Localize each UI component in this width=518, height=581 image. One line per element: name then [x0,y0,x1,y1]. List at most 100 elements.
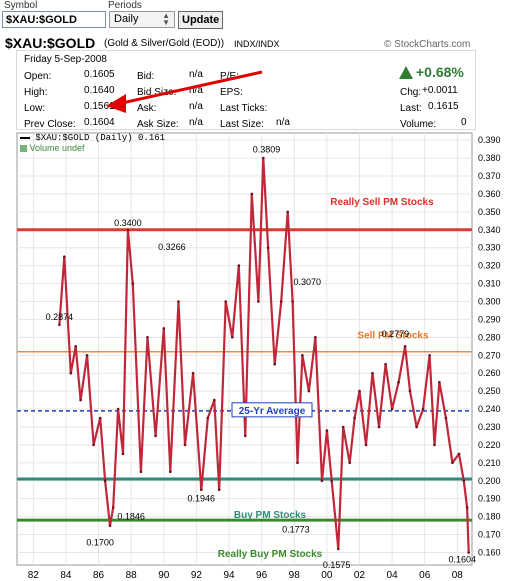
price-point [131,282,135,285]
y-tick-label: 0.270 [478,350,501,360]
open-label: Open: [24,71,52,82]
quote-date: Friday 5-Sep-2008 [24,54,107,65]
price-point [341,425,345,429]
x-tick-label: 88 [126,570,138,581]
symbol-input[interactable] [2,11,106,28]
last-value: 0.1615 [428,101,459,112]
price-point [213,398,216,402]
price-point [296,461,299,465]
price-annotation: 0.1946 [188,493,216,503]
x-tick-label: 98 [289,570,301,581]
price-point [364,443,368,447]
price-annotation: 0.2874 [46,312,74,322]
price-annotation: 0.3400 [114,218,142,228]
price-point [462,479,466,483]
price-point [191,371,195,375]
price-annotation: 0.1846 [117,511,145,521]
price-point [250,192,254,196]
y-tick-label: 0.170 [478,530,501,540]
price-annotation: 0.1604 [448,555,476,565]
x-tick-label: 08 [452,570,464,581]
price-point [371,371,374,375]
price-annotation: 0.2779 [382,329,410,339]
y-tick-label: 0.240 [478,404,501,414]
price-point [438,380,441,384]
price-point [348,461,352,465]
price-annotation: 0.3266 [158,242,186,252]
y-tick-label: 0.310 [478,279,501,289]
last-size-label: Last Size: [220,119,264,130]
price-point [421,407,425,411]
bid-size-value: n/a [189,85,203,96]
price-point [162,327,166,330]
price-point [325,429,329,432]
quote-panel [16,50,476,130]
x-tick-label: 00 [321,570,333,581]
change-value: +0.0011 [422,85,458,96]
price-point [85,354,89,357]
price-point [257,300,260,303]
price-point [69,371,73,375]
update-button[interactable]: Update [178,11,224,29]
price-point [353,416,356,420]
y-tick-label: 0.220 [478,440,501,450]
price-point [320,479,324,483]
price-point [314,336,317,339]
y-tick-label: 0.210 [478,458,501,468]
y-tick-label: 0.350 [478,207,501,217]
price-point [384,362,387,366]
level-label: Really Buy PM Stocks [218,549,323,560]
price-point [74,345,77,348]
last-size-value: n/a [276,117,290,128]
chart-exchange: INDX/INDX [234,39,280,49]
y-tick-label: 0.320 [478,261,501,271]
price-point [154,434,157,438]
price-point [121,452,125,456]
price-point [273,362,277,366]
price-point [231,336,234,339]
price-point [444,416,448,420]
price-point [92,443,95,447]
price-point [217,488,221,492]
x-tick-label: 84 [60,570,72,581]
x-tick-label: 94 [223,570,235,581]
price-point [467,551,471,554]
y-tick-label: 0.200 [478,476,501,486]
price-point [433,443,436,447]
symbol-label: Symbol [4,0,38,11]
low-label: Low: [24,103,46,114]
price-point [428,354,431,357]
period-select[interactable]: Daily ▲ ▼ [109,11,175,28]
annotation-arrow [106,70,263,113]
volume-legend-label: Volume undef [29,143,85,153]
prev-close-label: Prev Close: [24,119,76,130]
price-point [98,416,102,420]
bid-size-label: Bid Size: [137,87,177,98]
price-point [307,389,311,393]
low-value: 0.1561 [84,101,115,112]
y-tick-label: 0.300 [478,296,501,306]
price-point [146,336,149,339]
stockcharts-brand: © StockCharts.com [384,39,471,50]
series-legend: $XAU:$GOLD (Daily) 0.161 [20,133,165,143]
up-arrow-icon [399,66,413,79]
level-label: 25-Yr Average [239,406,306,417]
x-tick-label: 06 [419,570,431,581]
volume-legend: Volume undef [20,143,85,153]
volume-label: Volume: [400,119,437,130]
volume-value: 0 [461,117,467,128]
price-point [451,461,454,465]
price-point [244,434,247,438]
price-annotation: 0.1575 [323,560,351,570]
price-point [377,425,381,429]
ask-size-label: Ask Size: [137,119,179,130]
y-tick-label: 0.280 [478,332,501,342]
y-tick-label: 0.250 [478,386,501,396]
price-point [126,228,130,232]
volume-swatch [20,145,27,153]
price-point [279,300,283,303]
price-annotation: 0.1773 [282,524,310,534]
level-label: Buy PM Stocks [234,510,307,521]
price-point [139,470,143,474]
